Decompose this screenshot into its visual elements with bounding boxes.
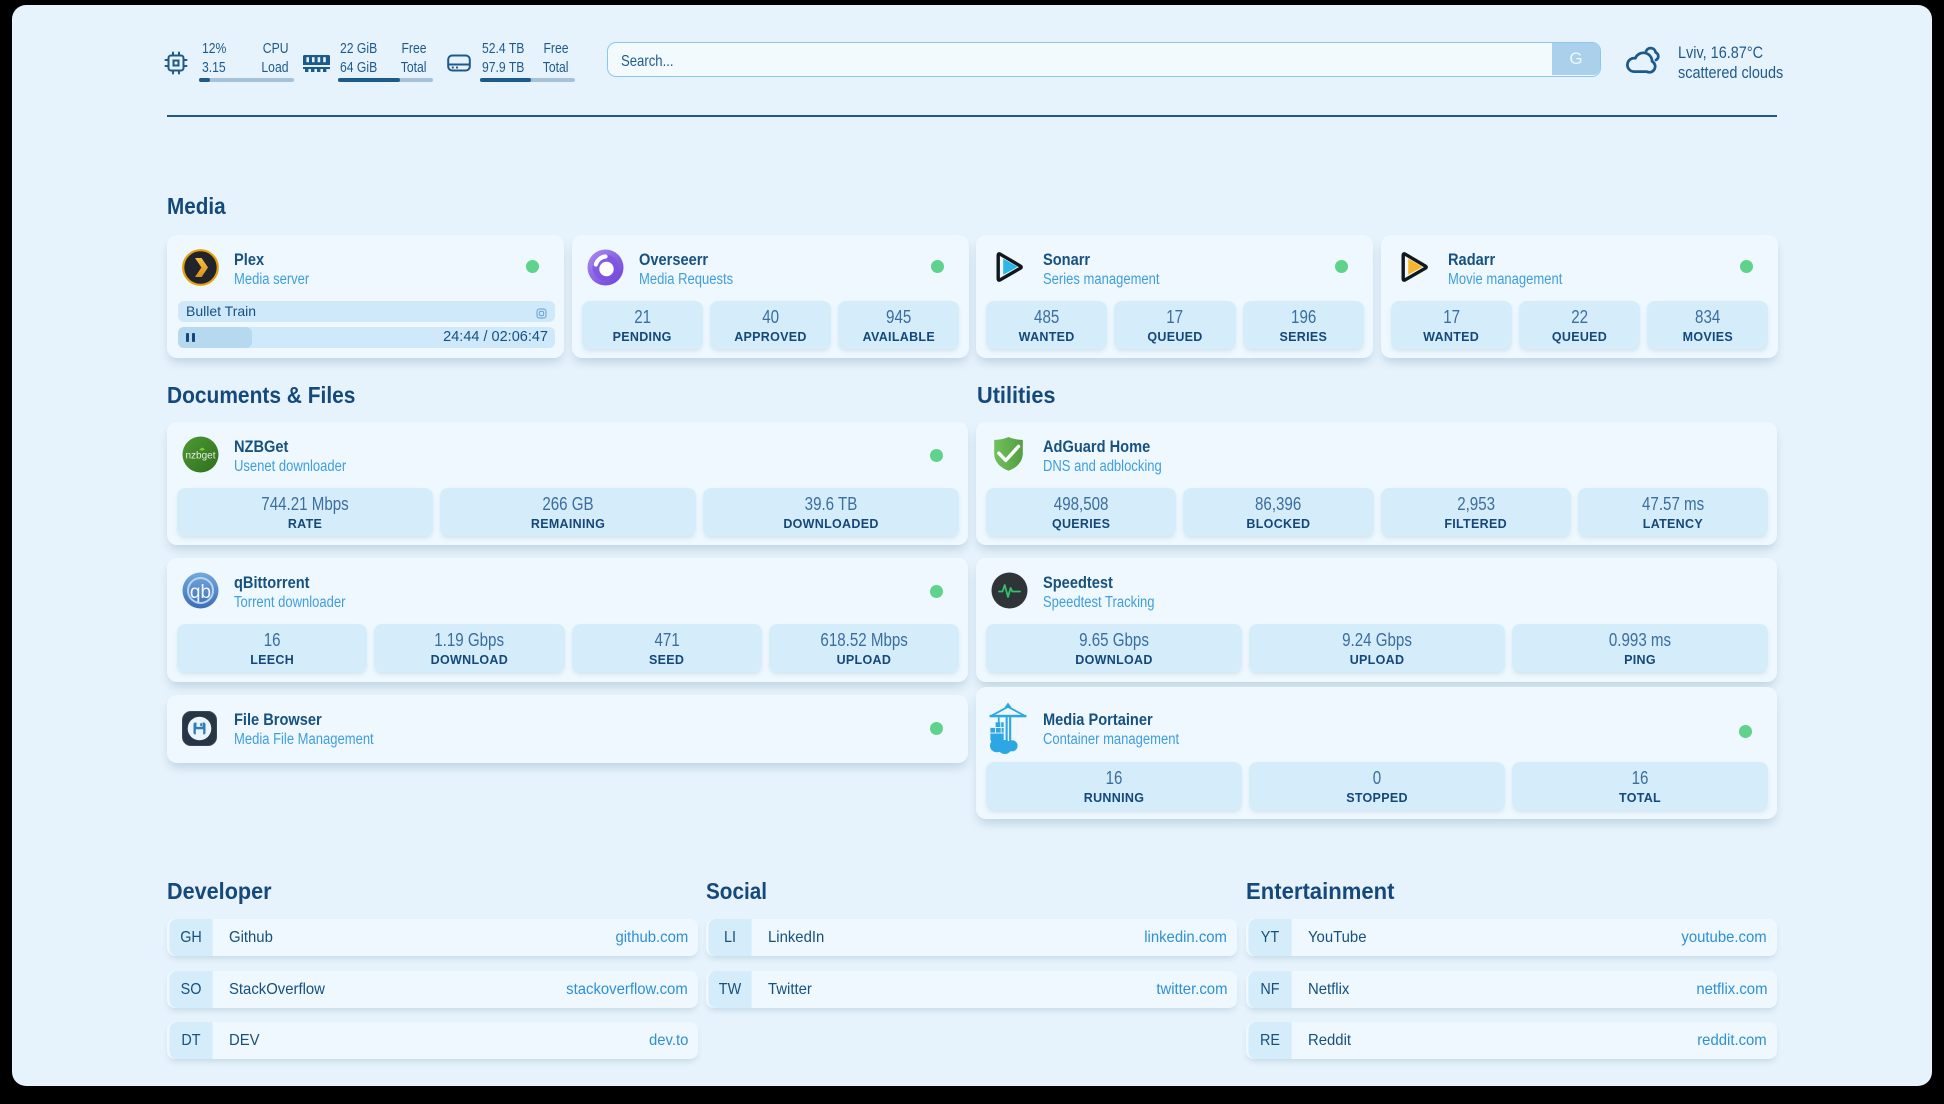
- svg-text:qb: qb: [190, 582, 211, 603]
- svg-text:nzbget: nzbget: [185, 451, 215, 462]
